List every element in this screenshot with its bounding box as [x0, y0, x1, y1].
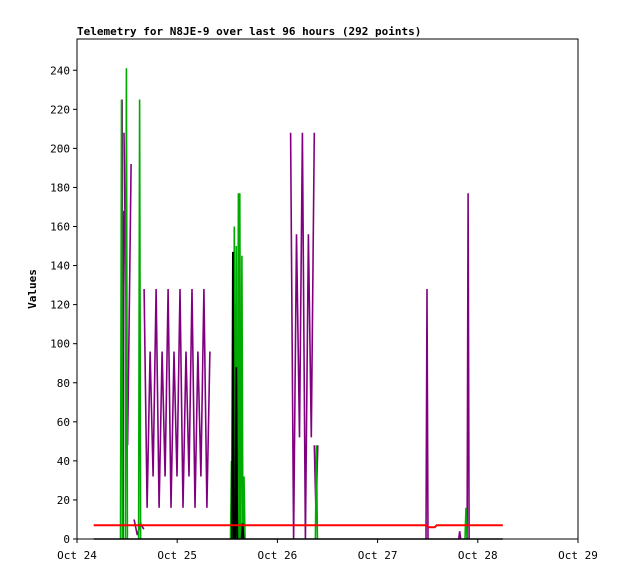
y-tick-label: 160: [50, 221, 70, 234]
series-band: [289, 132, 316, 540]
series-spike: [240, 255, 244, 540]
series-spike: [137, 99, 142, 540]
series-spike: [234, 367, 239, 540]
series-spike: [124, 68, 129, 540]
plot-area: [93, 68, 503, 540]
y-tick-label: 80: [57, 377, 70, 390]
series-spike: [230, 251, 235, 540]
y-tick-label: 200: [50, 142, 70, 155]
y-tick-label: 20: [57, 494, 70, 507]
y-tick-label: 240: [50, 64, 70, 77]
x-tick-label: Oct 27: [358, 549, 398, 562]
y-tick-label: 180: [50, 181, 70, 194]
series-spike: [466, 193, 470, 540]
y-tick-label: 220: [50, 103, 70, 116]
x-tick-label: Oct 29: [558, 549, 598, 562]
series-spike: [314, 445, 319, 540]
x-tick-label: Oct 25: [157, 549, 197, 562]
x-tick-label: Oct 28: [458, 549, 498, 562]
series-spike: [242, 476, 246, 540]
series-spike: [464, 507, 468, 540]
y-tick-label: 100: [50, 338, 70, 351]
y-axis: 0 20 40 60 80 100 120 140 160 180 200 220 240: [50, 64, 77, 546]
series-line: [93, 524, 503, 529]
y-tick-label: 0: [63, 533, 70, 546]
chart-title: Telemetry for N8JE-9 over last 96 hours …: [77, 25, 421, 38]
x-tick-label: Oct 26: [258, 549, 298, 562]
y-tick-label: 60: [57, 416, 70, 429]
x-tick-label: Oct 24: [57, 549, 97, 562]
y-tick-label: 140: [50, 260, 70, 273]
series-band: [143, 288, 211, 508]
y-axis-label: Values: [26, 269, 39, 309]
series-spike: [240, 523, 245, 540]
y-tick-label: 40: [57, 455, 70, 468]
x-axis: Oct 24 Oct 25 Oct 26 Oct 27 Oct 28 Oct 29: [57, 539, 598, 562]
series-spike: [119, 99, 124, 540]
series-spike: [457, 531, 462, 540]
series-spike: [238, 193, 242, 540]
series-spike: [425, 288, 429, 540]
y-tick-label: 120: [50, 299, 70, 312]
